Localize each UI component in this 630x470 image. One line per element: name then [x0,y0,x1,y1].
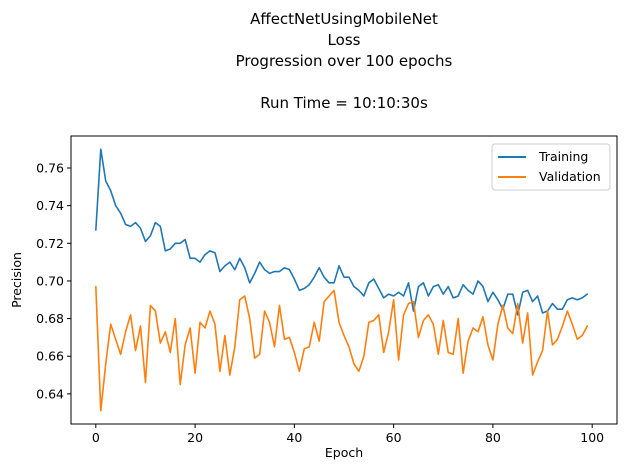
y-tick-label-0.64: 0.64 [36,386,64,401]
x-tick-label-20: 20 [187,430,203,445]
x-tick-label-100: 100 [580,430,604,445]
x-axis-label: Epoch [325,445,363,460]
legend: Training Validation [491,143,611,191]
title-line-3: Progression over 100 epochs [236,52,453,70]
y-tick-label-0.74: 0.74 [36,198,64,213]
y-axis: 0.64 0.66 0.68 0.70 0.72 0.74 0.76 [36,161,71,401]
title-line-2: Loss [328,31,361,49]
x-tick-label-0: 0 [92,430,100,445]
series-line-validation [95,285,589,412]
y-tick-label-0.66: 0.66 [36,349,64,364]
y-tick-label-0.68: 0.68 [36,311,64,326]
legend-label-validation: Validation [539,169,601,184]
x-tick-label-60: 60 [386,430,402,445]
plot-area [70,135,618,425]
x-axis: 0 20 40 60 80 100 [92,424,604,445]
legend-label-training: Training [538,149,588,164]
x-tick-label-40: 40 [286,430,302,445]
chart-title: AffectNetUsingMobileNet Loss Progression… [236,10,453,112]
title-line-5: Run Time = 10:10:30s [260,94,428,112]
series-line-training [95,148,589,316]
y-tick-label-0.70: 0.70 [36,273,64,288]
title-line-1: AffectNetUsingMobileNet [250,10,438,28]
y-axis-label: Precision [9,252,24,308]
series-group [95,148,589,412]
y-tick-label-0.72: 0.72 [36,236,64,251]
legend-box [491,143,611,191]
x-tick-label-80: 80 [485,430,501,445]
y-tick-label-0.76: 0.76 [36,161,64,176]
